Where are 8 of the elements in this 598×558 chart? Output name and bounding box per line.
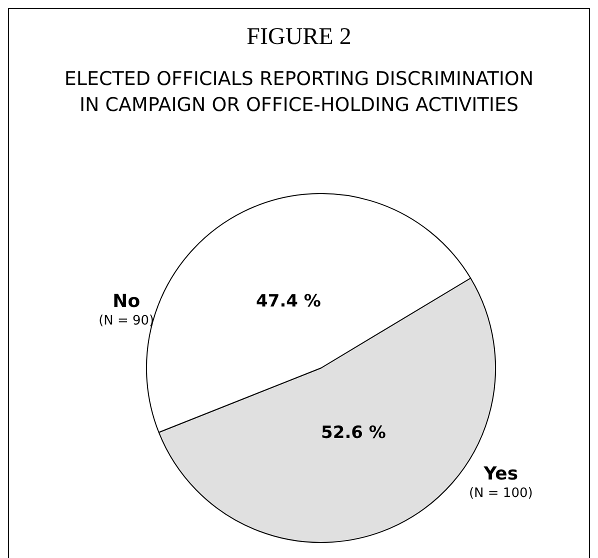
chart-subtitle: ELECTED OFFICIALS REPORTING DISCRIMINATION IN CAMPAIGN OR OFFICE-HOLDING ACTIVITIES xyxy=(63,67,535,118)
data-label: 47.4 % xyxy=(256,292,321,312)
slice-label: Yes xyxy=(482,463,518,484)
chart-title: FIGURE 2 xyxy=(246,24,352,51)
slice-label: No xyxy=(112,290,140,312)
data-label: 52.6 % xyxy=(321,423,386,444)
text: (N = 90) xyxy=(98,314,154,329)
text: (N = 100) xyxy=(468,486,533,502)
